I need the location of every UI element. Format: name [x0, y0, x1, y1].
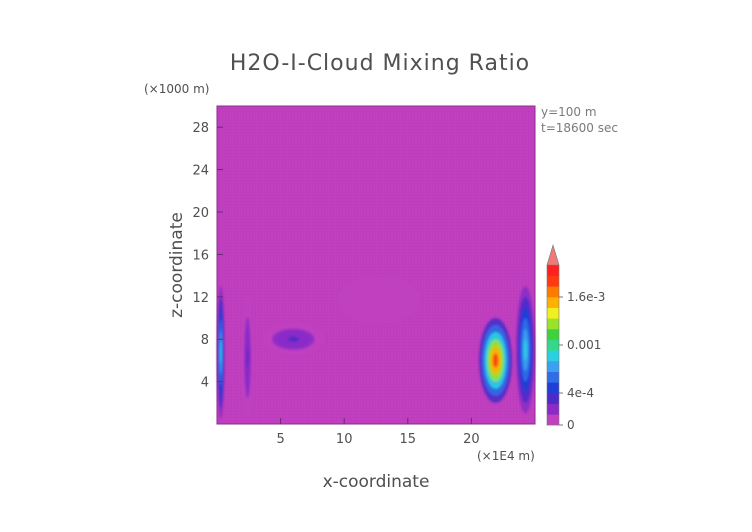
- y-tick-label: 20: [192, 206, 209, 221]
- x-axis-label: x-coordinate: [323, 472, 430, 492]
- x-tick-label: 20: [463, 432, 480, 447]
- x-units-label: (×1E4 m): [477, 449, 535, 463]
- x-tick-label: 5: [276, 432, 284, 447]
- colorbar: 0 4e-4 0.001 1.6e-3: [546, 243, 605, 432]
- colorbar-band: [547, 382, 559, 394]
- colorbar-tick-label: 1.6e-3: [567, 290, 605, 304]
- colorbar-band: [547, 307, 559, 319]
- x-tick-label: 15: [400, 432, 417, 447]
- colorbar-extend-arrow: [546, 243, 560, 266]
- colorbar-tick-label: 0: [567, 418, 575, 432]
- chart-title: H2O-I-Cloud Mixing Ratio: [230, 51, 530, 76]
- annotation-time: t=18600 sec: [541, 121, 618, 135]
- y-tick-label: 8: [201, 333, 209, 348]
- colorbar-band: [547, 318, 559, 330]
- y-tick-label: 16: [192, 248, 209, 263]
- plot-frame: [216, 105, 536, 425]
- plot-area: [216, 105, 536, 425]
- cloud-feature: [337, 275, 421, 324]
- colorbar-band: [547, 265, 559, 276]
- colorbar-tick-label: 4e-4: [567, 386, 594, 400]
- colorbar-band: [547, 403, 559, 415]
- cloud-feature: [242, 296, 253, 419]
- y-axis-label: z-coordinate: [167, 212, 187, 318]
- colorbar-band: [547, 297, 559, 308]
- colorbar-tick-label: 0.001: [567, 338, 601, 352]
- colorbar-band: [547, 371, 559, 383]
- colorbar-band: [547, 329, 559, 340]
- colorbar-band: [547, 361, 559, 372]
- cloud-features: [217, 275, 536, 419]
- colorbar-band: [547, 275, 559, 287]
- feature-contour: [523, 339, 528, 361]
- cloud-feature: [479, 318, 513, 403]
- colorbar-band: [547, 350, 559, 362]
- y-tick-label: 28: [192, 121, 209, 136]
- annotation-y: y=100 m: [541, 105, 597, 119]
- colorbar-band: [547, 393, 559, 404]
- feature-contour: [492, 353, 499, 368]
- y-units-label: (×1000 m): [144, 82, 209, 96]
- cloud-feature: [261, 323, 326, 356]
- feature-contour: [288, 336, 299, 342]
- feature-contour: [372, 295, 387, 304]
- y-tick-label: 24: [192, 164, 209, 179]
- x-tick-label: 10: [336, 432, 353, 447]
- y-tick-label: 4: [201, 376, 209, 391]
- cloud-feature: [515, 286, 536, 414]
- cloud-feature: [217, 286, 225, 419]
- feature-contour: [246, 347, 249, 368]
- y-axis-ticks: 4 8 12 16 20 24 28: [192, 121, 223, 391]
- colorbar-band: [547, 414, 559, 426]
- x-axis-ticks: 5 10 15 20: [276, 418, 480, 447]
- colorbar-band: [547, 339, 559, 351]
- y-tick-label: 12: [192, 291, 209, 306]
- colorbar-band: [547, 286, 559, 298]
- feature-contour: [220, 341, 222, 364]
